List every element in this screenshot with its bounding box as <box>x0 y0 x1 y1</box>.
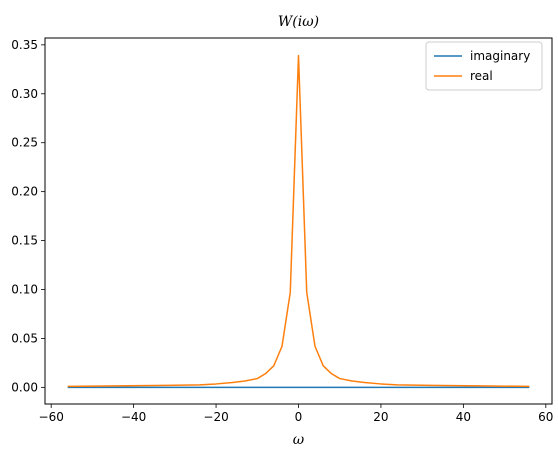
x-axis: −60 −40 −20 0 20 40 60 <box>39 404 553 424</box>
y-tick-label: 0.10 <box>11 283 38 297</box>
y-tick-label: 0.05 <box>11 331 38 345</box>
x-tick-label: 40 <box>456 410 471 424</box>
plot-area <box>67 54 530 389</box>
x-tick-label: 0 <box>295 410 303 424</box>
y-tick-label: 0.00 <box>11 380 38 394</box>
x-tick-label: −60 <box>39 410 64 424</box>
legend-label-imaginary: imaginary <box>470 49 530 63</box>
x-tick-label: 60 <box>538 410 553 424</box>
x-tick-label: −20 <box>203 410 228 424</box>
y-tick-label: 0.25 <box>11 136 38 150</box>
legend-label-real: real <box>470 69 493 83</box>
legend: imaginary real <box>425 41 543 91</box>
y-tick-label: 0.20 <box>11 185 38 199</box>
chart-title: W(iω) <box>278 14 319 30</box>
y-axis: 0.00 0.05 0.10 0.15 0.20 0.25 0.30 0.35 <box>11 38 45 394</box>
y-tick-label: 0.35 <box>11 38 38 52</box>
x-axis-label: ω <box>293 432 305 448</box>
y-tick-label: 0.15 <box>11 234 38 248</box>
series-line-real <box>67 54 530 388</box>
x-tick-label: 20 <box>373 410 388 424</box>
legend-box <box>425 41 543 91</box>
y-tick-label: 0.30 <box>11 87 38 101</box>
x-tick-label: −40 <box>121 410 146 424</box>
plot-frame <box>44 37 553 405</box>
